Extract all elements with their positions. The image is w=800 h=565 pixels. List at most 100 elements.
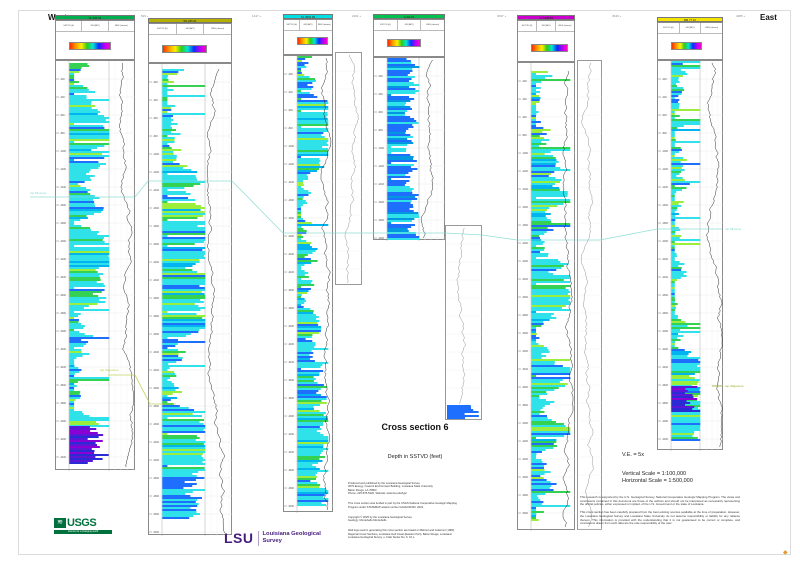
well-header: SSTVD (ft) GR (API) RES (ohmm) xyxy=(657,22,723,60)
section-subtitle: Depth in SSTVD (feet) xyxy=(387,454,443,460)
credits-publisher: Produced and published by the Louisiana … xyxy=(348,481,433,496)
svg-text:-2400: -2400 xyxy=(60,277,67,279)
well-title-bar: BM 77 #1 xyxy=(657,17,723,22)
svg-text:-400: -400 xyxy=(378,94,383,96)
svg-text:-400: -400 xyxy=(662,97,667,99)
usgs-wordmark: USGS xyxy=(67,517,97,529)
well-header-cell: RES (ohmm) xyxy=(705,27,718,29)
svg-text:-200: -200 xyxy=(662,79,667,81)
svg-text:-1800: -1800 xyxy=(662,223,669,225)
gr-color-scale xyxy=(671,42,702,50)
svg-text:-1400: -1400 xyxy=(378,184,385,186)
svg-text:-2200: -2200 xyxy=(60,259,67,261)
svg-text:-4000: -4000 xyxy=(522,423,529,425)
svg-text:-3400: -3400 xyxy=(60,367,67,369)
svg-text:-800: -800 xyxy=(662,133,667,135)
well-header: SSTVD (ft) GR (API) RES (ohmm) xyxy=(55,20,135,60)
svg-text:-4000: -4000 xyxy=(288,416,295,418)
usgs-wave-icon: ≋ xyxy=(54,518,66,528)
svg-text:-4800: -4800 xyxy=(522,495,529,497)
credits-funding: This cross section was funded in part by… xyxy=(348,502,457,509)
svg-text:-4800: -4800 xyxy=(288,488,295,490)
well-header: SSTVD (ft) GR (API) RES (ohmm) xyxy=(517,20,575,62)
well-title-bar: SN 205 #1 xyxy=(148,18,232,23)
svg-text:-2400: -2400 xyxy=(288,272,295,274)
svg-text:-4000: -4000 xyxy=(60,421,67,423)
svg-text:-2600: -2600 xyxy=(522,297,529,299)
well-log-1: SL 341 #1 SSTVD (ft) GR (API) RES (ohmm) -20… xyxy=(55,15,136,471)
svg-text:-2000: -2000 xyxy=(60,241,67,243)
svg-text:-3000: -3000 xyxy=(288,326,295,328)
svg-text:-2200: -2200 xyxy=(522,261,529,263)
svg-text:-1600: -1600 xyxy=(662,205,669,207)
well-aux-plot xyxy=(336,54,363,284)
svg-text:-1000: -1000 xyxy=(522,153,529,155)
svg-text:-4200: -4200 xyxy=(60,439,67,441)
svg-text:-2000: -2000 xyxy=(288,236,295,238)
svg-text:-2800: -2800 xyxy=(153,316,160,318)
well-log-3: SL 4501 #2 SSTVD (ft) GR (API) RES (ohmm) -2… xyxy=(283,14,363,513)
svg-text:-600: -600 xyxy=(153,118,158,120)
svg-text:-1000: -1000 xyxy=(60,151,67,153)
svg-text:-3800: -3800 xyxy=(153,406,160,408)
well-header-cell: RES (ohmm) xyxy=(211,28,224,30)
svg-text:-2400: -2400 xyxy=(662,277,669,279)
svg-text:-400: -400 xyxy=(288,92,293,94)
svg-text:-3000: -3000 xyxy=(522,333,529,335)
well-plot: -200 -400 -600 -800 -1000 -1200 -1400 -1600 -180… xyxy=(374,58,446,241)
credits-copyright: Copyright © 2025 by the Louisiana Geolog… xyxy=(348,515,412,523)
svg-text:-2400: -2400 xyxy=(153,280,160,282)
svg-text:-800: -800 xyxy=(378,130,383,132)
well-header: SSTVD (ft) GR (API) RES (ohmm) xyxy=(373,19,445,57)
svg-text:-3800: -3800 xyxy=(522,405,529,407)
svg-text:-600: -600 xyxy=(662,115,667,117)
gr-color-scale xyxy=(297,37,328,45)
svg-text:-3800: -3800 xyxy=(288,398,295,400)
svg-text:-3000: -3000 xyxy=(60,331,67,333)
well-log-6: BM 77 #1 SSTVD (ft) GR (API) RES (ohmm) -200… xyxy=(657,17,724,451)
disclaimer-liability: This cross section has been carefully pr… xyxy=(580,510,740,526)
well-header-cell: GR (API) xyxy=(537,21,556,31)
svg-text:-3600: -3600 xyxy=(522,387,529,389)
direction-label-east: East xyxy=(760,13,777,22)
svg-text:-2800: -2800 xyxy=(662,313,669,315)
gr-color-scale xyxy=(531,44,568,52)
well-header-cell: GR (API) xyxy=(300,20,317,30)
svg-text:-2600: -2600 xyxy=(60,295,67,297)
gr-color-scale xyxy=(387,39,421,47)
svg-text:-1000: -1000 xyxy=(378,148,385,150)
well-header-cell: SSTVD (ft) xyxy=(658,23,680,33)
svg-text:-2600: -2600 xyxy=(153,298,160,300)
svg-text:-2600: -2600 xyxy=(288,290,295,292)
svg-text:-2000: -2000 xyxy=(662,241,669,243)
well-log-5: SL 1208 #1 SSTVD (ft) GR (API) RES (ohmm) -2… xyxy=(517,15,603,531)
svg-text:-3600: -3600 xyxy=(662,385,669,387)
svg-text:-1800: -1800 xyxy=(288,218,295,220)
svg-text:-1800: -1800 xyxy=(60,223,67,225)
svg-text:-3200: -3200 xyxy=(153,352,160,354)
svg-text:-4200: -4200 xyxy=(288,434,295,436)
svg-text:-2800: -2800 xyxy=(522,315,529,317)
well-header-cell: SSTVD (ft) xyxy=(374,20,398,30)
svg-text:-200: -200 xyxy=(153,82,158,84)
well-header-cell: SSTVD (ft) xyxy=(56,21,83,31)
well-aux-plot xyxy=(446,227,483,419)
svg-text:-4200: -4200 xyxy=(153,442,160,444)
scale-block: V.E. = 5x Vertical Scale = 1:100,000 Hor… xyxy=(622,452,693,485)
svg-text:-200: -200 xyxy=(378,76,383,78)
svg-text:-4400: -4400 xyxy=(153,460,160,462)
well-plot: -200 -400 -600 -800 -1000 -1200 -1400 -1600 -180… xyxy=(284,56,334,513)
svg-text:-200: -200 xyxy=(288,74,293,76)
gr-color-scale xyxy=(69,42,111,50)
disclaimer-usgs: This research is supported by the U.S. G… xyxy=(580,495,740,507)
svg-text:-4400: -4400 xyxy=(288,452,295,454)
svg-text:-3400: -3400 xyxy=(288,362,295,364)
svg-text:-400: -400 xyxy=(153,100,158,102)
svg-text:-3400: -3400 xyxy=(522,369,529,371)
svg-text:-5000: -5000 xyxy=(288,506,295,508)
svg-text:-5000: -5000 xyxy=(153,514,160,516)
svg-text:-4400: -4400 xyxy=(522,459,529,461)
well-log-2: SN 205 #1 SSTVD (ft) GR (API) RES (ohmm) -20… xyxy=(148,18,233,536)
svg-text:-1400: -1400 xyxy=(662,187,669,189)
